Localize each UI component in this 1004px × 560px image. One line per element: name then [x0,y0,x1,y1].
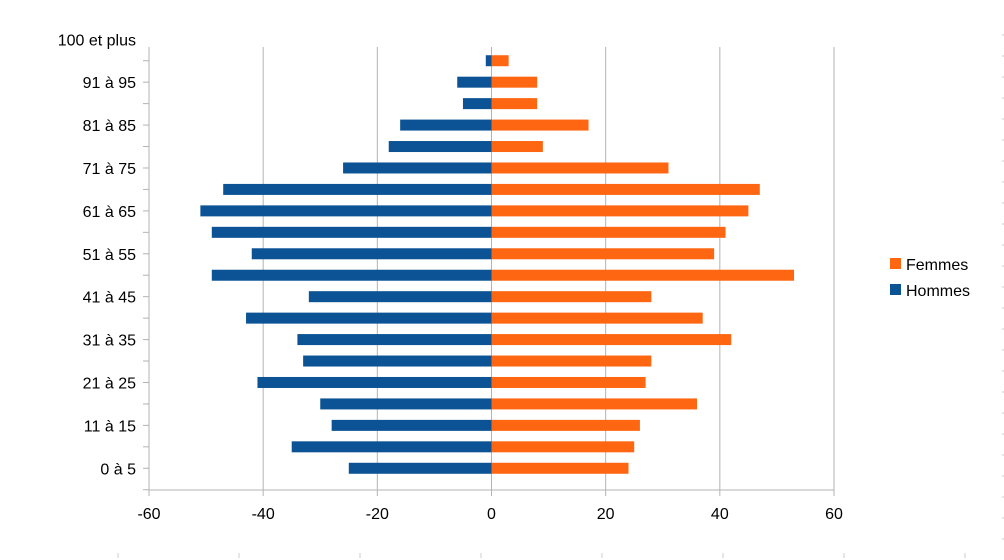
y-tick-labels: 0 à 5 11 à 15 21 à 25 31 à 35 41 à 45 51 à 55… [58,32,136,478]
bars [200,55,795,474]
bar-hommes [297,334,492,346]
bar-femmes [491,248,715,260]
x-tick-labels: -60 -40 -20 0 20 40 60 [137,506,843,523]
bar-hommes [246,312,492,324]
bar-femmes [491,226,726,238]
bar-femmes [491,98,538,110]
bar-hommes [200,205,492,217]
legend-label-femmes: Femmes [906,257,968,274]
legend: Femmes Hommes [890,257,970,300]
y-tick-label: 100 et plus [58,32,136,49]
bar-hommes [388,141,492,153]
x-tick-label: -40 [252,506,275,523]
y-tick-label: 0 à 5 [100,461,136,478]
bar-hommes [343,162,492,174]
bar-femmes [491,291,652,303]
bar-hommes [462,98,492,110]
y-tick-label: 11 à 15 [84,418,136,435]
x-tick-label: -60 [137,506,160,523]
bar-hommes [331,419,492,431]
bar-femmes [491,334,732,346]
axes [143,47,835,496]
bar-hommes [457,76,492,88]
bar-femmes [491,269,795,281]
legend-swatch-femmes [890,258,901,269]
y-tick-label: 91 à 95 [83,75,136,92]
bar-femmes [491,462,629,474]
bar-femmes [491,76,538,88]
bar-hommes [400,119,492,131]
y-tick-label: 31 à 35 [83,333,136,350]
bar-femmes [491,355,652,367]
x-tick-label: -20 [366,506,389,523]
x-tick-label: 0 [487,506,496,523]
bar-hommes [291,441,492,453]
bar-hommes [308,291,492,303]
bar-hommes [485,55,492,67]
bar-femmes [491,183,760,195]
y-tick-label: 51 à 55 [83,247,136,264]
bar-hommes [257,376,492,388]
bar-femmes [491,398,697,410]
bar-hommes [251,248,492,260]
y-tick-label: 81 à 85 [83,118,136,135]
bar-femmes [491,312,703,324]
x-tick-label: 60 [825,506,843,523]
bar-hommes [320,398,492,410]
x-tick-label: 20 [597,506,615,523]
bar-hommes [211,269,492,281]
y-tick-label: 21 à 25 [83,375,136,392]
bar-hommes [223,183,492,195]
x-tick-label: 40 [711,506,729,523]
bar-femmes [491,441,635,453]
bar-femmes [491,141,543,153]
y-tick-label: 61 à 65 [83,204,136,221]
y-tick-label: 41 à 45 [83,290,136,307]
legend-swatch-hommes [890,284,901,295]
legend-label-hommes: Hommes [906,283,970,300]
y-tick-label: 71 à 75 [83,161,136,178]
bar-femmes [491,376,646,388]
bar-femmes [491,119,589,131]
bar-femmes [491,162,669,174]
bar-femmes [491,55,509,67]
bar-femmes [491,205,749,217]
bar-hommes [303,355,492,367]
bar-femmes [491,419,640,431]
bar-hommes [348,462,492,474]
bar-hommes [211,226,492,238]
